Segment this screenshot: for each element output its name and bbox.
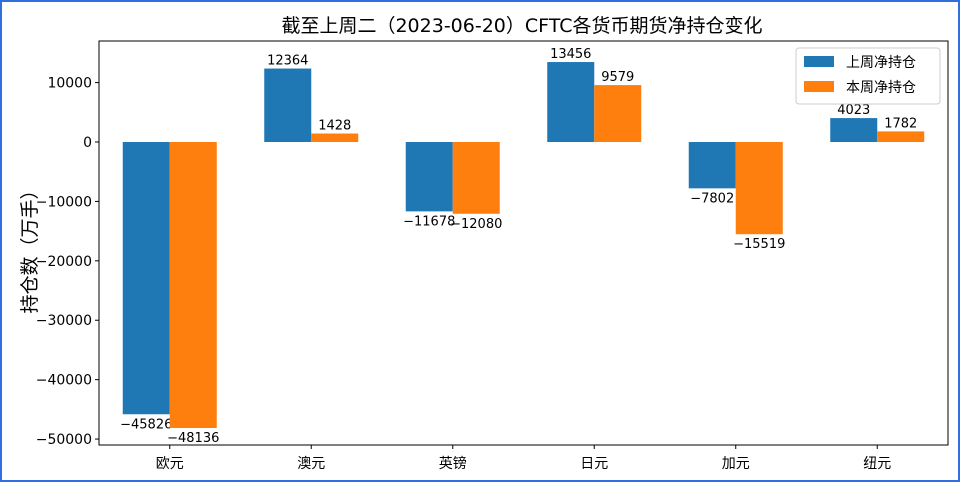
y-axis-label: 持仓数（万手）	[19, 180, 41, 313]
x-tick-label: 纽元	[863, 456, 891, 472]
legend-entry: 上周净持仓	[846, 55, 916, 71]
data-label: −45826	[120, 417, 172, 432]
data-label: −7802	[690, 191, 734, 206]
axes-frame	[98, 40, 949, 446]
legend-entry: 本周净持仓	[846, 80, 916, 96]
x-tick-label: 日元	[580, 456, 608, 472]
x-tick-label: 澳元	[297, 456, 325, 472]
y-tick-label: −10000	[36, 194, 92, 210]
plot-area: −45826−48136 欧元 12364 1428 澳元 −11678−12080 英镑 1…	[36, 40, 949, 472]
bar-last-week-0	[122, 142, 170, 415]
data-label: 13456	[550, 47, 591, 62]
bar-this-week-3	[594, 85, 642, 142]
data-label: 4023	[837, 103, 870, 118]
bar-this-week-5	[877, 131, 925, 142]
legend-swatch	[804, 81, 834, 92]
bar-last-week-1	[264, 68, 312, 142]
bar-this-week-2	[452, 142, 500, 214]
y-tick-label: 10000	[47, 76, 92, 92]
data-label: −48136	[167, 431, 219, 446]
data-label: 1428	[318, 119, 351, 134]
y-tick-label: 0	[83, 135, 92, 151]
legend-swatch	[804, 56, 834, 67]
y-tick-label: −40000	[36, 373, 92, 389]
data-label: 9579	[601, 70, 634, 85]
data-label: 1782	[884, 116, 917, 131]
x-tick-label: 欧元	[156, 456, 184, 472]
bar-last-week-5	[830, 118, 878, 142]
bar-last-week-2	[405, 142, 453, 212]
data-label: 12364	[267, 54, 308, 69]
y-tick-label: −30000	[36, 313, 92, 329]
bar-this-week-1	[311, 133, 359, 142]
data-label: −15519	[733, 237, 785, 252]
bar-last-week-4	[688, 142, 736, 189]
data-label: −11678	[403, 214, 455, 229]
bar-last-week-3	[547, 62, 595, 143]
y-tick-label: −20000	[36, 254, 92, 270]
data-label: −12080	[450, 217, 502, 232]
bar-this-week-4	[735, 142, 783, 235]
chart-title: 截至上周二（2023-06-20）CFTC各货币期货净持仓变化	[281, 15, 762, 37]
x-tick-label: 加元	[722, 456, 750, 472]
y-tick-label: −50000	[36, 432, 92, 448]
bar-this-week-0	[169, 142, 217, 428]
x-tick-label: 英镑	[439, 455, 467, 472]
